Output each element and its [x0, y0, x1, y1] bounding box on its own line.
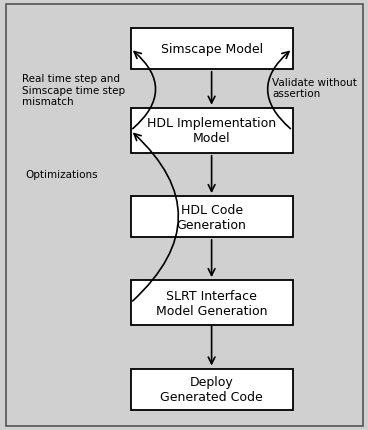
Text: SLRT Interface
Model Generation: SLRT Interface Model Generation [156, 289, 267, 317]
Text: Real time step and
Simscape time step
mismatch: Real time step and Simscape time step mi… [22, 74, 125, 107]
Text: Validate without
assertion: Validate without assertion [272, 77, 357, 99]
FancyArrowPatch shape [133, 134, 178, 301]
FancyArrowPatch shape [133, 52, 156, 129]
FancyArrowPatch shape [268, 52, 290, 129]
Text: Deploy
Generated Code: Deploy Generated Code [160, 375, 263, 403]
Text: Simscape Model: Simscape Model [160, 43, 263, 56]
FancyBboxPatch shape [131, 281, 293, 326]
FancyBboxPatch shape [131, 29, 293, 70]
FancyBboxPatch shape [131, 369, 293, 409]
FancyBboxPatch shape [131, 197, 293, 237]
Text: HDL Code
Generation: HDL Code Generation [177, 203, 247, 231]
Text: Optimizations: Optimizations [26, 169, 98, 179]
Text: HDL Implementation
Model: HDL Implementation Model [147, 117, 276, 145]
FancyBboxPatch shape [131, 108, 293, 154]
